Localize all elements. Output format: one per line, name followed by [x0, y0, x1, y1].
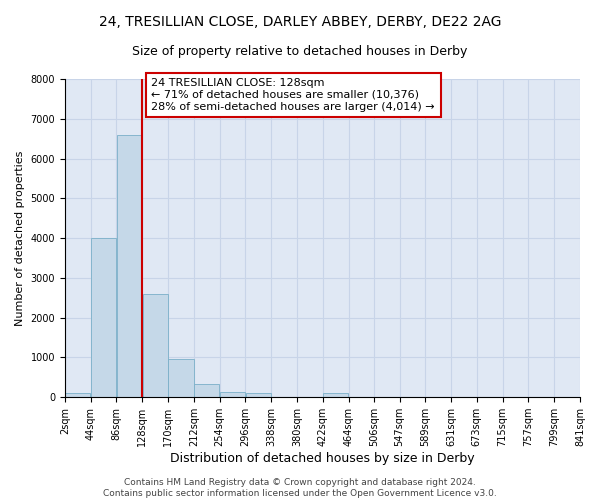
- X-axis label: Distribution of detached houses by size in Derby: Distribution of detached houses by size …: [170, 452, 475, 465]
- Bar: [169, 360, 194, 397]
- Bar: [323, 393, 348, 397]
- Bar: [194, 384, 220, 397]
- Bar: [117, 134, 142, 397]
- Bar: [143, 294, 168, 397]
- Bar: [65, 393, 91, 397]
- Bar: [91, 238, 116, 397]
- Text: Contains HM Land Registry data © Crown copyright and database right 2024.
Contai: Contains HM Land Registry data © Crown c…: [103, 478, 497, 498]
- Text: 24, TRESILLIAN CLOSE, DARLEY ABBEY, DERBY, DE22 2AG: 24, TRESILLIAN CLOSE, DARLEY ABBEY, DERB…: [99, 15, 501, 29]
- Y-axis label: Number of detached properties: Number of detached properties: [15, 150, 25, 326]
- Text: 24 TRESILLIAN CLOSE: 128sqm
← 71% of detached houses are smaller (10,376)
28% of: 24 TRESILLIAN CLOSE: 128sqm ← 71% of det…: [151, 78, 435, 112]
- Bar: [246, 393, 271, 397]
- Bar: [220, 392, 245, 397]
- Text: Size of property relative to detached houses in Derby: Size of property relative to detached ho…: [133, 45, 467, 58]
